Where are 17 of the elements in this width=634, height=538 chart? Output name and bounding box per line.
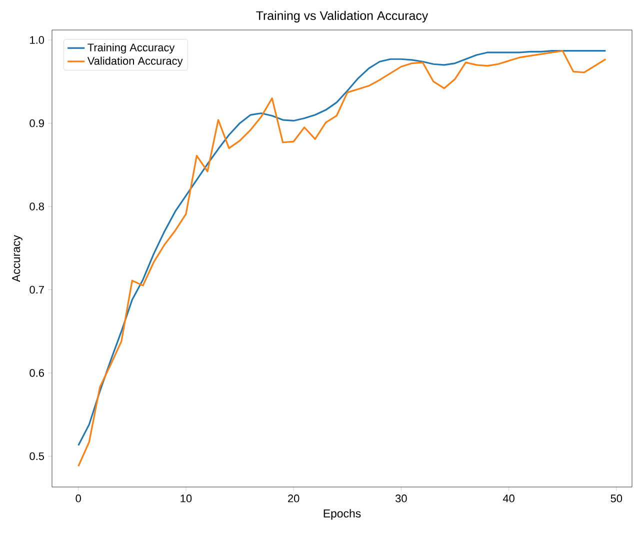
x-tick-label: 0 xyxy=(76,494,81,502)
chart-title: Training vs Validation Accuracy xyxy=(256,10,428,22)
legend-label: Validation Accuracy xyxy=(87,56,183,67)
x-tick-label: 50 xyxy=(610,494,622,502)
legend-label: Training Accuracy xyxy=(88,43,175,54)
y-tick-label: 0.5 xyxy=(30,452,44,460)
x-tick-label: 40 xyxy=(502,494,514,502)
x-tick-label: 20 xyxy=(288,494,300,502)
y-tick-label: 0.7 xyxy=(30,286,44,294)
x-tick-label: 30 xyxy=(396,494,407,502)
x-axis-title: Epochs xyxy=(324,509,361,520)
y-tick-label: 0.6 xyxy=(30,369,44,377)
y-tick-label: 0.9 xyxy=(30,119,44,128)
y-axis-title: Accuracy xyxy=(12,234,22,282)
y-tick-label: 1.0 xyxy=(30,36,44,44)
y-tick-label: 0.8 xyxy=(30,202,44,210)
x-tick-label: 10 xyxy=(180,494,192,502)
